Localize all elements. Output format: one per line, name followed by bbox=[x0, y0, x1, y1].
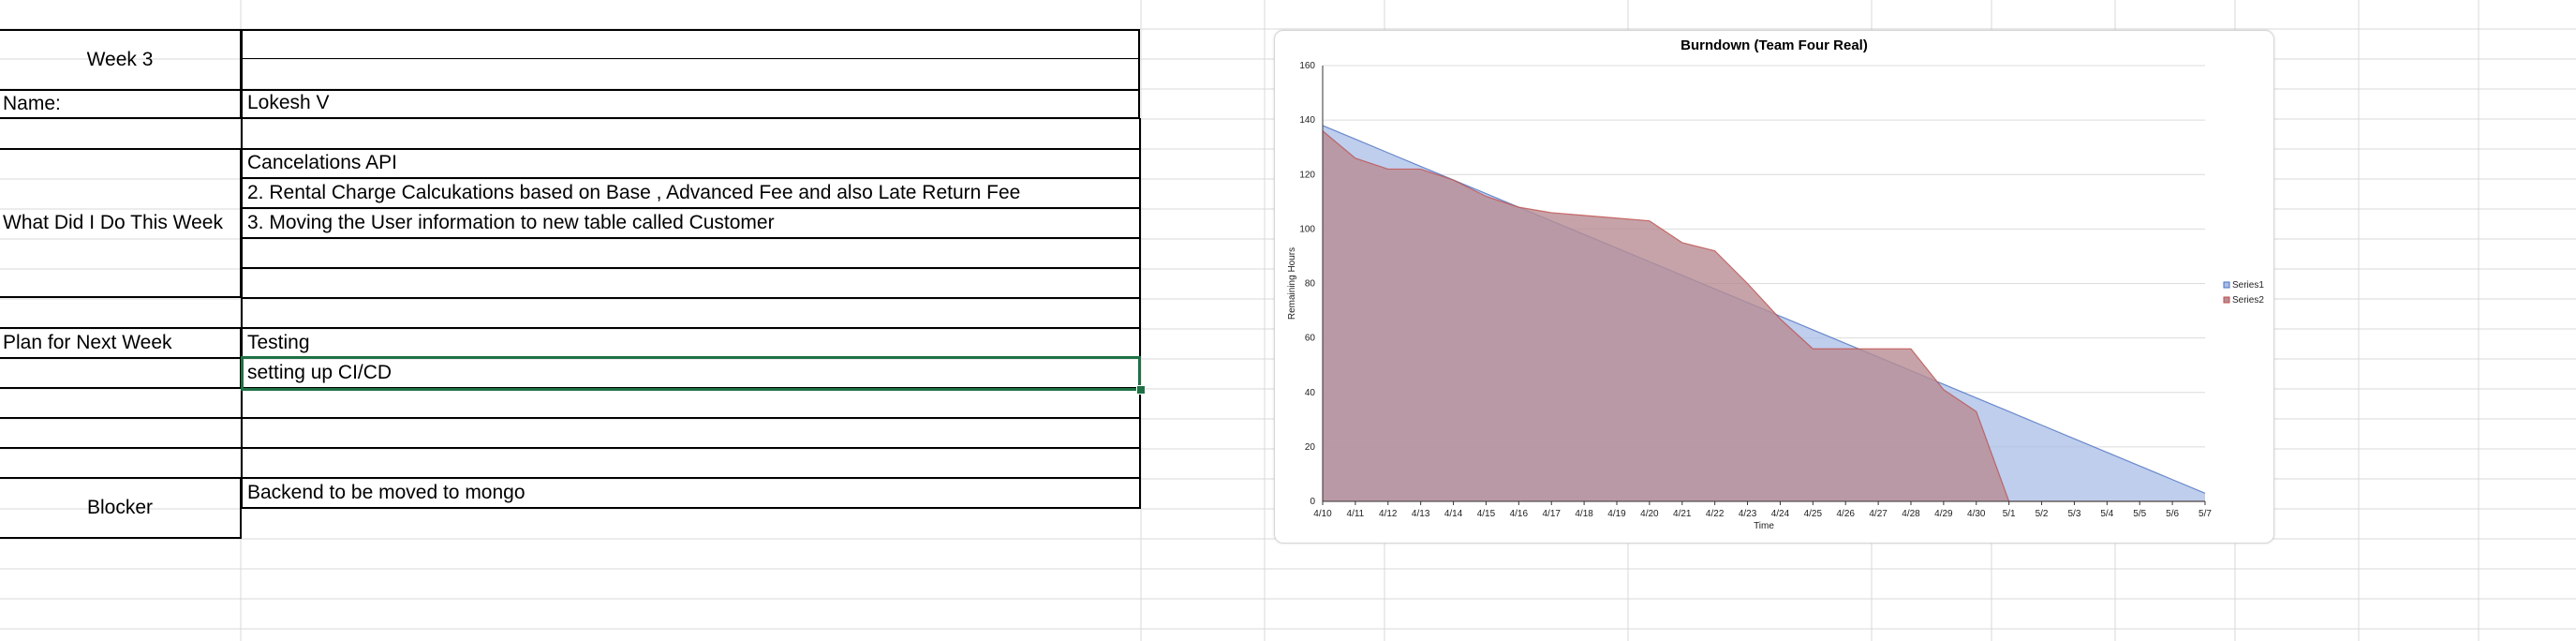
y-tick-label: 140 bbox=[1299, 115, 1315, 126]
week-value-cell-2[interactable] bbox=[241, 58, 1140, 89]
x-tick-label: 4/17 bbox=[1542, 509, 1561, 519]
week-label-cell[interactable]: Week 3 bbox=[0, 29, 242, 89]
y-tick-label: 120 bbox=[1299, 170, 1315, 180]
x-tick-label: 4/16 bbox=[1510, 509, 1529, 519]
did-item-cell-5[interactable] bbox=[241, 269, 1141, 299]
x-tick-label: 4/15 bbox=[1477, 509, 1496, 519]
blank-row-cell[interactable] bbox=[0, 118, 1141, 150]
did-item-1: Cancelations API bbox=[247, 152, 397, 173]
name-value-cell[interactable]: Lokesh V bbox=[241, 89, 1140, 119]
burndown-chart[interactable]: Burndown (Team Four Real) Remaining Hour… bbox=[1274, 30, 2274, 544]
blank-row-divider bbox=[241, 118, 243, 150]
x-tick-label: 4/29 bbox=[1934, 509, 1953, 519]
x-tick-label: 4/25 bbox=[1804, 509, 1823, 519]
legend-swatch-1 bbox=[2223, 281, 2230, 289]
y-tick-label: 20 bbox=[1305, 442, 1316, 453]
did-item-cell-3[interactable]: 3. Moving the User information to new ta… bbox=[241, 209, 1141, 239]
series-area-2 bbox=[1323, 130, 2205, 501]
y-tick-label: 40 bbox=[1305, 388, 1316, 398]
x-tick-label: 4/26 bbox=[1836, 509, 1855, 519]
x-tick-label: 5/7 bbox=[2198, 509, 2212, 519]
blocker-label: Blocker bbox=[86, 497, 154, 518]
name-value: Lokesh V bbox=[247, 92, 330, 113]
spacer-row-cell[interactable] bbox=[0, 298, 1141, 329]
plan-label-cell-2[interactable] bbox=[0, 359, 242, 389]
plan-item-1: Testing bbox=[247, 332, 310, 353]
did-item-cell-2[interactable]: 2. Rental Charge Calcukations based on B… bbox=[241, 179, 1141, 209]
x-tick-label: 4/22 bbox=[1706, 509, 1725, 519]
plan-row-cell-5[interactable] bbox=[0, 449, 1141, 479]
name-label-cell[interactable]: Name: bbox=[0, 89, 242, 119]
x-tick-label: 5/6 bbox=[2166, 509, 2179, 519]
y-tick-label: 60 bbox=[1305, 334, 1316, 344]
plan-label: Plan for Next Week bbox=[3, 332, 172, 353]
y-axis-label: Remaining Hours bbox=[1287, 247, 1297, 320]
x-tick-label: 4/21 bbox=[1673, 509, 1692, 519]
did-item-cell-4[interactable] bbox=[241, 239, 1141, 269]
spacer-row-divider bbox=[241, 298, 243, 329]
name-label: Name: bbox=[3, 93, 61, 114]
x-tick-label: 5/4 bbox=[2100, 509, 2113, 519]
did-label: What Did I Do This Week bbox=[3, 211, 223, 233]
did-label-cell[interactable]: What Did I Do This Week bbox=[0, 149, 242, 298]
y-tick-label: 0 bbox=[1310, 497, 1315, 507]
burndown-chart-svg: Burndown (Team Four Real) Remaining Hour… bbox=[1287, 37, 2264, 531]
plan-row-divider-3 bbox=[241, 389, 243, 419]
plan-item-2: setting up CI/CD bbox=[247, 362, 392, 383]
x-tick-label: 4/13 bbox=[1412, 509, 1430, 519]
legend-label-2: Series2 bbox=[2232, 295, 2264, 306]
x-tick-label: 5/2 bbox=[2036, 509, 2049, 519]
legend-swatch-2 bbox=[2223, 296, 2230, 304]
blocker-label-cell[interactable]: Blocker bbox=[0, 479, 242, 539]
chart-title: Burndown (Team Four Real) bbox=[1680, 37, 1868, 53]
x-tick-label: 4/18 bbox=[1575, 509, 1593, 519]
x-tick-label: 4/30 bbox=[1967, 509, 1986, 519]
fill-handle[interactable] bbox=[1136, 385, 1146, 395]
week-label: Week 3 bbox=[86, 49, 154, 70]
x-tick-label: 4/23 bbox=[1739, 509, 1757, 519]
did-item-3: 3. Moving the User information to new ta… bbox=[247, 212, 775, 233]
selected-cell-highlight bbox=[241, 356, 1141, 391]
x-tick-label: 5/3 bbox=[2067, 509, 2080, 519]
plan-row-divider-4 bbox=[241, 419, 243, 449]
legend-label-1: Series1 bbox=[2232, 280, 2264, 291]
y-tick-label: 80 bbox=[1305, 279, 1316, 290]
week-value-cell[interactable] bbox=[241, 29, 1140, 59]
plan-label-cell[interactable]: Plan for Next Week bbox=[0, 329, 242, 359]
x-tick-label: 4/20 bbox=[1640, 509, 1659, 519]
x-tick-label: 4/14 bbox=[1444, 509, 1463, 519]
y-tick-label: 100 bbox=[1299, 224, 1315, 234]
plan-item-cell-1[interactable]: Testing bbox=[241, 329, 1141, 359]
plan-row-divider-5 bbox=[241, 449, 243, 479]
x-axis-label: Time bbox=[1754, 521, 1774, 531]
did-item-2: 2. Rental Charge Calcukations based on B… bbox=[247, 182, 1021, 203]
blocker-value: Backend to be moved to mongo bbox=[247, 482, 526, 503]
y-tick-label: 160 bbox=[1299, 61, 1315, 71]
plan-row-cell-3[interactable] bbox=[0, 389, 1141, 419]
x-tick-label: 4/27 bbox=[1869, 509, 1888, 519]
x-tick-label: 4/19 bbox=[1607, 509, 1626, 519]
x-tick-label: 4/11 bbox=[1347, 509, 1365, 519]
x-tick-label: 4/24 bbox=[1771, 509, 1790, 519]
x-tick-label: 4/12 bbox=[1379, 509, 1398, 519]
blocker-value-cell[interactable]: Backend to be moved to mongo bbox=[241, 479, 1141, 509]
x-tick-label: 5/5 bbox=[2133, 509, 2146, 519]
x-tick-label: 4/10 bbox=[1313, 509, 1332, 519]
plan-row-cell-4[interactable] bbox=[0, 419, 1141, 449]
x-tick-label: 4/28 bbox=[1902, 509, 1920, 519]
did-item-cell-1[interactable]: Cancelations API bbox=[241, 149, 1141, 179]
x-tick-label: 5/1 bbox=[2003, 509, 2016, 519]
